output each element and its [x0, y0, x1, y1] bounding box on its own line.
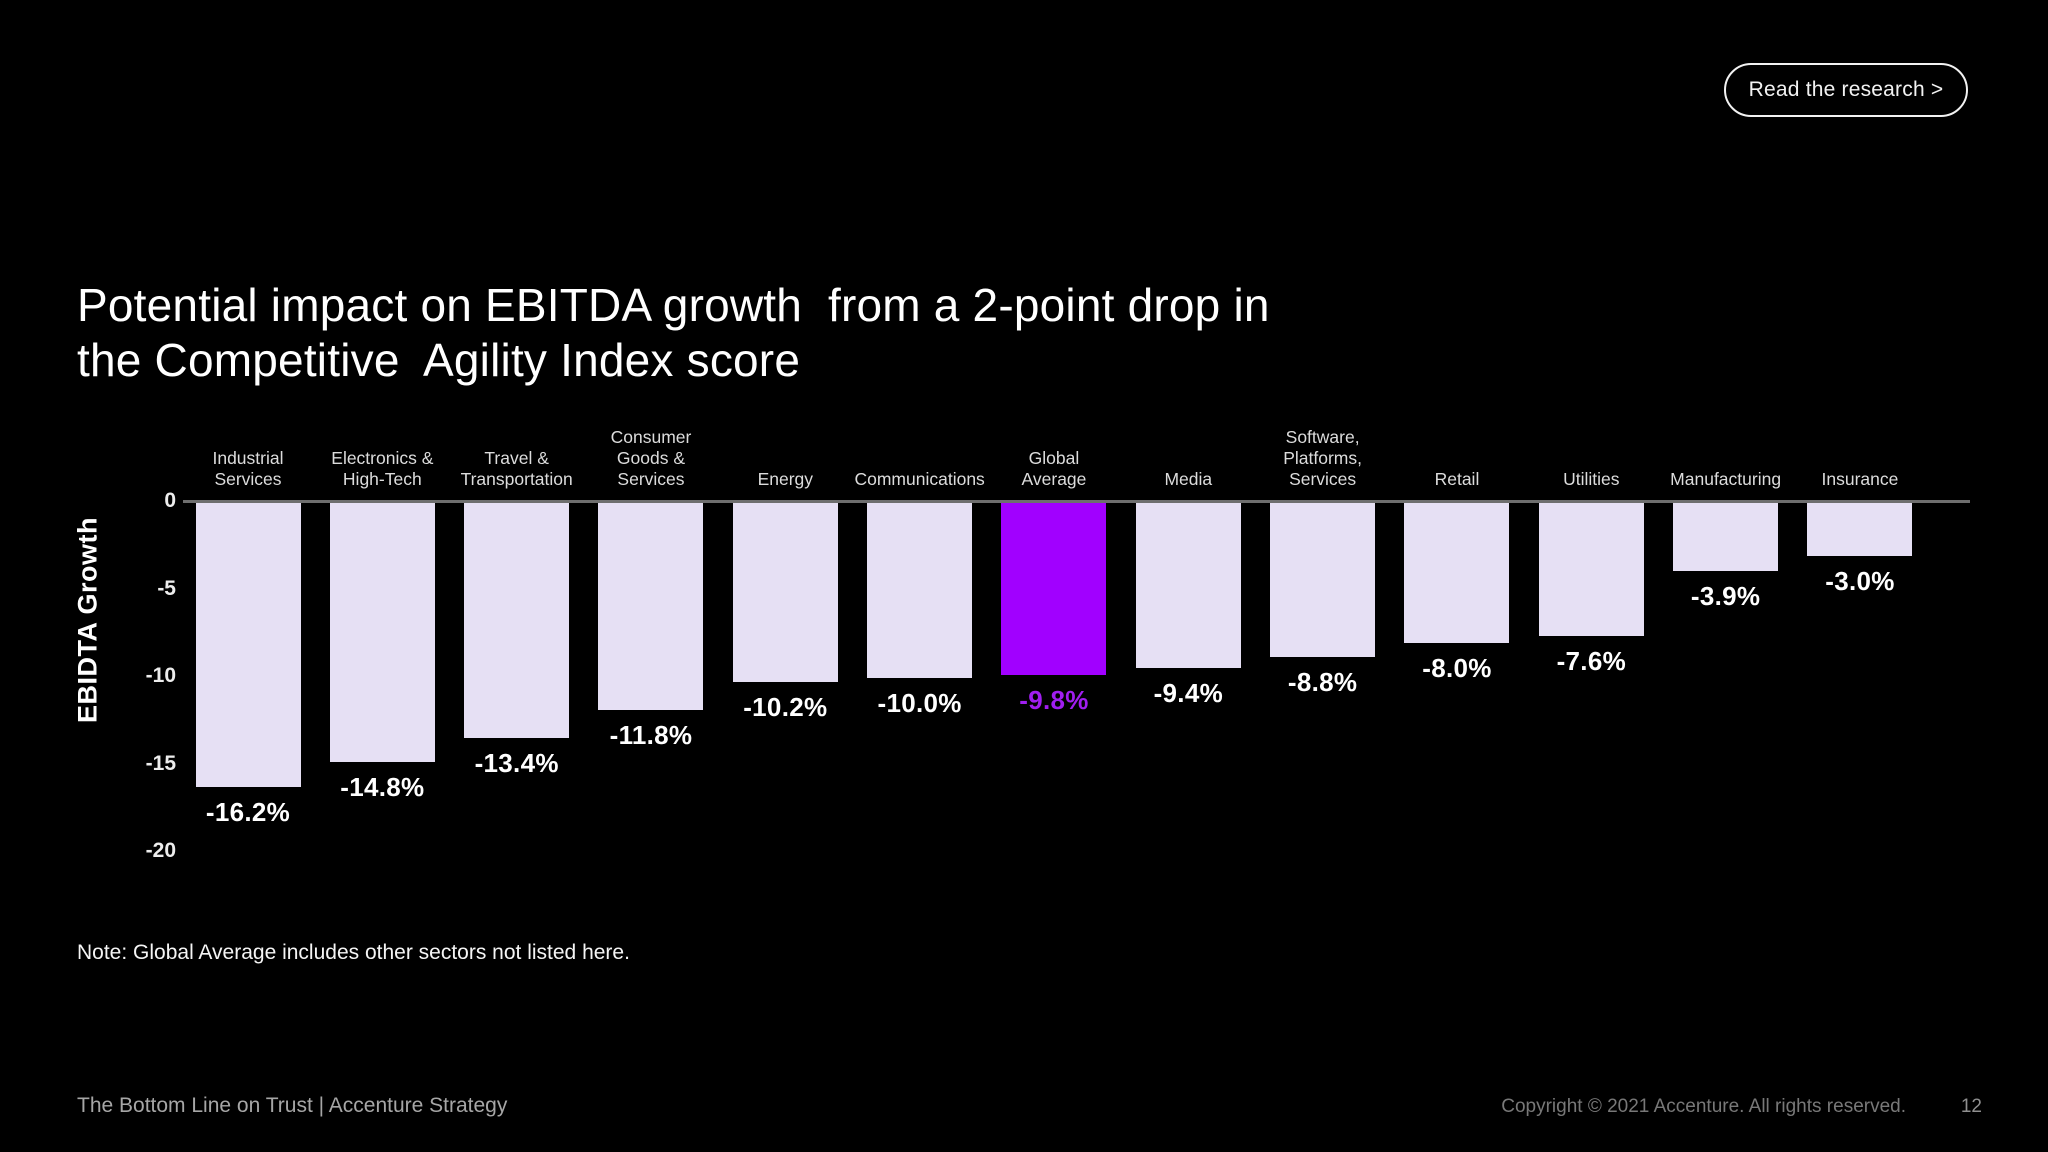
bar-industrial-services [195, 503, 301, 787]
bar-category-label-manufacturing: Manufacturing [1670, 469, 1782, 489]
bar-value-label-manufacturing: -3.9% [1690, 581, 1761, 612]
bar-value-label-retail: -8.0% [1422, 653, 1492, 683]
read-the-research-button[interactable]: Read the research > [1724, 63, 1968, 117]
bar-energy [732, 503, 838, 682]
y-axis-tick: -15 [145, 751, 176, 775]
footer-report-title: The Bottom Line on Trust | Accenture Str… [77, 1094, 508, 1117]
bar-value-label-insurance: -3.0% [1825, 565, 1895, 596]
bar-value-label-consumer-goods-services: -11.8% [609, 719, 693, 750]
page-number: 12 [1960, 1096, 1982, 1117]
bar-value-label-media: -9.4% [1153, 677, 1223, 708]
bar-category-label-industrial-services: Industrial Services [212, 448, 284, 489]
bar-media [1135, 503, 1241, 668]
y-axis-title: EBIDTA Growth [72, 517, 103, 723]
bar-consumer-goods-services [598, 503, 704, 710]
bar-value-label-energy: -10.2% [743, 691, 828, 722]
bar-software-platforms-services [1270, 503, 1376, 657]
bar-value-label-communications: -10.0% [877, 688, 962, 718]
bar-value-label-software-platforms-services: -8.8% [1287, 667, 1358, 697]
bar-value-label-electronics-high-tech: -14.8% [340, 772, 425, 802]
y-axis-tick: 0 [164, 489, 176, 512]
bar-insurance [1807, 503, 1913, 556]
bar-category-label-utilities: Utilities [1563, 469, 1620, 489]
bar-value-label-utilities: -7.6% [1556, 646, 1626, 676]
bar-category-label-media: Media [1164, 469, 1213, 489]
chart-note: Note: Global Average includes other sect… [77, 941, 630, 964]
footer-copyright: Copyright © 2021 Accenture. All rights r… [1501, 1096, 1906, 1117]
y-axis-tick: -10 [145, 664, 176, 687]
y-axis-tick: -5 [157, 576, 176, 600]
bar-manufacturing [1673, 503, 1779, 572]
bar-category-label-consumer-goods-services: Consumer Goods & Services [610, 427, 692, 489]
bar-retail [1404, 503, 1510, 643]
page-title: Potential impact on EBITDA growth from a… [77, 279, 1270, 386]
x-axis-zero-line [183, 500, 1970, 503]
bar-category-label-global-average: Global Average [1021, 448, 1087, 489]
bar-category-label-energy: Energy [757, 469, 814, 489]
bar-category-label-insurance: Insurance [1821, 469, 1899, 489]
bar-value-label-global-average: -9.8% [1019, 684, 1089, 715]
bar-travel-transportation [464, 503, 570, 738]
bar-category-label-software-platforms-services: Software, Platforms, Services [1283, 427, 1363, 489]
bar-category-label-communications: Communications [854, 469, 985, 489]
bar-electronics-high-tech [329, 503, 435, 762]
bar-category-label-electronics-high-tech: Electronics & High-Tech [331, 448, 434, 489]
y-axis-tick: -20 [145, 839, 176, 862]
bar-category-label-travel-transportation: Travel & Transportation [460, 448, 573, 489]
bar-communications [867, 503, 973, 678]
bar-category-label-retail: Retail [1434, 469, 1480, 489]
bar-utilities [1538, 503, 1644, 636]
bar-global-average [1001, 503, 1107, 675]
bar-value-label-travel-transportation: -13.4% [474, 747, 559, 778]
bar-value-label-industrial-services: -16.2% [205, 796, 291, 827]
